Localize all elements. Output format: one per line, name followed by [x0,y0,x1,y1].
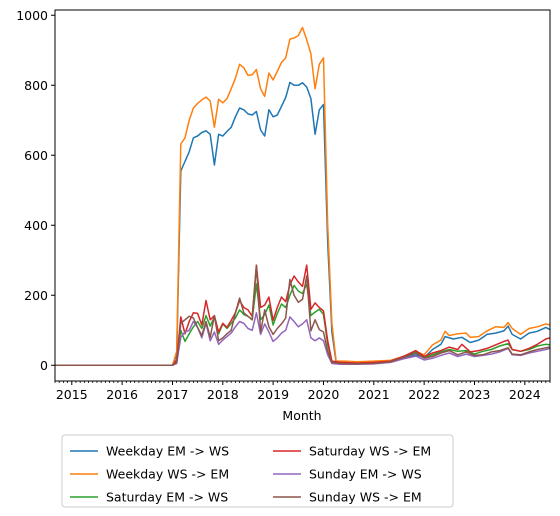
x-tick-label: 2016 [106,387,138,402]
legend: Weekday EM -> WS Weekday WS -> EM Saturday… [61,434,454,508]
legend-entry-1: Weekday WS -> EM [106,467,229,482]
x-tick-label: 2017 [157,387,189,402]
x-tick-label: 2015 [56,387,88,402]
y-tick-label: 200 [24,288,48,303]
series-line-2 [55,283,551,367]
legend-frame [61,434,454,508]
x-tick-label: 2021 [358,387,390,402]
legend-entry-3: Saturday WS -> EM [309,444,431,459]
y-tick-label: 600 [24,148,48,163]
legend-entry-0: Weekday EM -> WS [106,444,229,459]
x-tick-label: 2019 [257,387,289,402]
x-tick-label: 2023 [459,387,491,402]
series-line-0 [55,81,551,367]
legend-entry-5: Sunday WS -> EM [309,490,422,505]
legend-entry-2: Saturday EM -> WS [106,490,228,505]
y-tick-label: 400 [24,218,48,233]
x-tick-label: 2024 [509,387,541,402]
x-axis-label: Month [282,408,321,423]
y-tick-label: 800 [24,78,48,93]
x-tick-label: 2018 [207,387,239,402]
series-line-5 [55,264,551,367]
x-tick-label: 2020 [308,387,340,402]
plot-background [55,10,550,381]
series-line-4 [55,312,551,367]
series-line-1 [55,26,551,367]
x-tick-label: 2022 [408,387,440,402]
y-axis: 0 200 400 600 800 1000 [16,8,55,373]
series-layer [55,26,551,367]
series-line-3 [55,264,551,367]
legend-entry-4: Sunday EM -> WS [309,467,422,482]
y-tick-label: 0 [40,358,48,373]
y-tick-label: 1000 [16,8,48,23]
x-axis: 2015 2016 2017 2018 2019 2020 2021 2022 2023 2024 [54,381,551,402]
